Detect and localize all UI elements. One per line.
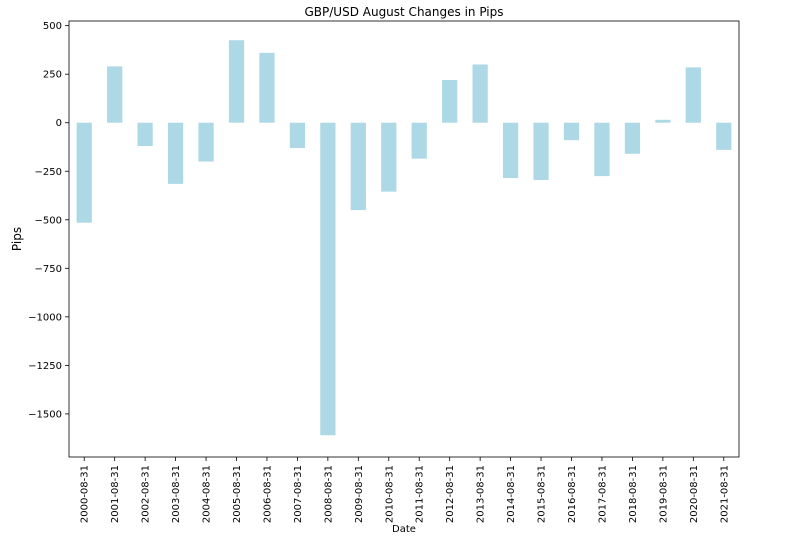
x-tick-label: 2014-08-31 [506, 465, 517, 523]
x-tick-label: 2018-08-31 [628, 465, 639, 523]
bar-2000-08-31 [76, 122, 92, 223]
x-tick-label: 2010-08-31 [384, 465, 395, 523]
y-axis-label: Pips [10, 227, 24, 251]
x-tick-label: 2011-08-31 [415, 465, 426, 523]
x-tick-label: 2001-08-31 [110, 465, 121, 523]
bar-2014-08-31 [502, 122, 519, 179]
y-tick-label: −750 [35, 264, 62, 275]
bar-2015-08-31 [533, 122, 549, 180]
x-tick-label: 2013-08-31 [476, 465, 487, 523]
bar-2008-08-31 [320, 122, 336, 436]
y-tick-label: 250 [43, 70, 62, 81]
x-tick-label: 2008-08-31 [323, 465, 334, 523]
x-tick-label: 2005-08-31 [232, 465, 243, 523]
x-tick-label: 2006-08-31 [262, 465, 273, 523]
bar-2004-08-31 [198, 122, 214, 162]
bar-2018-08-31 [624, 122, 641, 154]
bars [76, 40, 732, 436]
y-tick-label: 0 [56, 118, 62, 129]
bar-2010-08-31 [381, 122, 397, 192]
y-axis: 500 250 0 −250 −500 −750 −1000 −1250 −1500 [28, 21, 69, 420]
x-tick-label: 2019-08-31 [658, 465, 669, 523]
bar-2019-08-31 [655, 119, 671, 123]
x-axis: 2000-08-31 2001-08-31 2002-08-31 2003-08-31… [80, 457, 730, 523]
y-tick-label: −1000 [28, 312, 62, 323]
chart-title: GBP/USD August Changes in Pips [304, 5, 503, 19]
bar-2005-08-31 [228, 40, 245, 123]
bar-2021-08-31 [716, 122, 732, 150]
bar-2017-08-31 [594, 122, 610, 177]
plot-frame [68, 20, 740, 458]
y-tick-label: −1500 [28, 409, 62, 420]
bar-2003-08-31 [167, 122, 184, 184]
bar-2007-08-31 [289, 122, 306, 148]
x-tick-label: 2012-08-31 [445, 465, 456, 523]
bar-2011-08-31 [411, 122, 427, 159]
x-tick-label: 2021-08-31 [719, 465, 730, 523]
x-tick-label: 2007-08-31 [293, 465, 304, 523]
bar-2006-08-31 [259, 52, 275, 123]
x-tick-label: 2003-08-31 [171, 465, 182, 523]
x-tick-label: 2016-08-31 [567, 465, 578, 523]
x-tick-label: 2009-08-31 [354, 465, 365, 523]
bar-2002-08-31 [137, 122, 153, 147]
y-tick-label: −250 [35, 167, 62, 178]
x-axis-label: Date [392, 524, 416, 535]
x-tick-label: 2015-08-31 [537, 465, 548, 523]
x-tick-label: 2017-08-31 [597, 465, 608, 523]
y-tick-label: 500 [43, 21, 62, 32]
y-tick-label: −1250 [28, 361, 62, 372]
bar-2009-08-31 [350, 122, 366, 211]
x-tick-label: 2020-08-31 [689, 465, 700, 523]
bar-2020-08-31 [685, 67, 701, 123]
y-tick-label: −500 [35, 215, 62, 226]
bar-2013-08-31 [472, 64, 488, 123]
bar-2016-08-31 [563, 122, 580, 141]
bar-2001-08-31 [107, 66, 123, 123]
x-tick-label: 2004-08-31 [202, 465, 213, 523]
x-tick-label: 2000-08-31 [80, 465, 91, 523]
x-tick-label: 2002-08-31 [141, 465, 152, 523]
bar-2012-08-31 [442, 80, 458, 123]
